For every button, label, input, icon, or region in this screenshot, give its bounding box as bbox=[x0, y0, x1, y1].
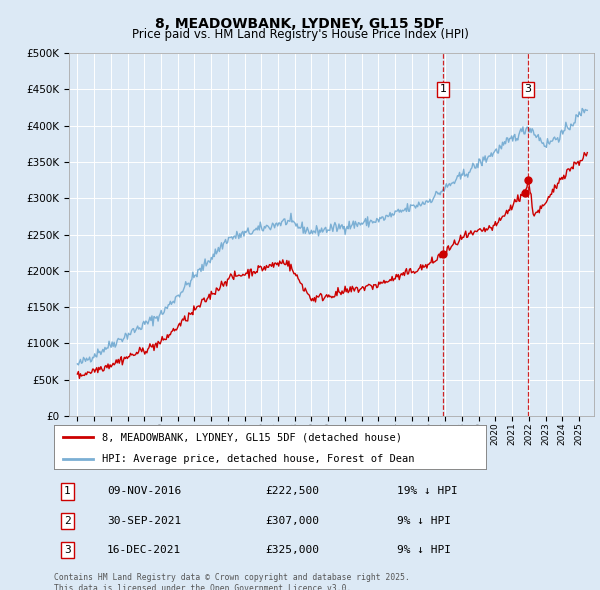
Text: 9% ↓ HPI: 9% ↓ HPI bbox=[397, 516, 451, 526]
Text: 3: 3 bbox=[64, 545, 71, 555]
Text: HPI: Average price, detached house, Forest of Dean: HPI: Average price, detached house, Fore… bbox=[101, 454, 414, 464]
Text: 1: 1 bbox=[439, 84, 446, 94]
Text: Price paid vs. HM Land Registry's House Price Index (HPI): Price paid vs. HM Land Registry's House … bbox=[131, 28, 469, 41]
Text: 8, MEADOWBANK, LYDNEY, GL15 5DF (detached house): 8, MEADOWBANK, LYDNEY, GL15 5DF (detache… bbox=[101, 432, 401, 442]
Text: 3: 3 bbox=[524, 84, 532, 94]
Text: 8, MEADOWBANK, LYDNEY, GL15 5DF: 8, MEADOWBANK, LYDNEY, GL15 5DF bbox=[155, 17, 445, 31]
Text: 16-DEC-2021: 16-DEC-2021 bbox=[107, 545, 181, 555]
Text: 2: 2 bbox=[64, 516, 71, 526]
Text: £325,000: £325,000 bbox=[265, 545, 319, 555]
Text: £222,500: £222,500 bbox=[265, 486, 319, 496]
Text: 30-SEP-2021: 30-SEP-2021 bbox=[107, 516, 181, 526]
Text: Contains HM Land Registry data © Crown copyright and database right 2025.
This d: Contains HM Land Registry data © Crown c… bbox=[54, 573, 410, 590]
Text: £307,000: £307,000 bbox=[265, 516, 319, 526]
Text: 19% ↓ HPI: 19% ↓ HPI bbox=[397, 486, 458, 496]
Text: 09-NOV-2016: 09-NOV-2016 bbox=[107, 486, 181, 496]
Text: 1: 1 bbox=[64, 486, 71, 496]
Text: 9% ↓ HPI: 9% ↓ HPI bbox=[397, 545, 451, 555]
